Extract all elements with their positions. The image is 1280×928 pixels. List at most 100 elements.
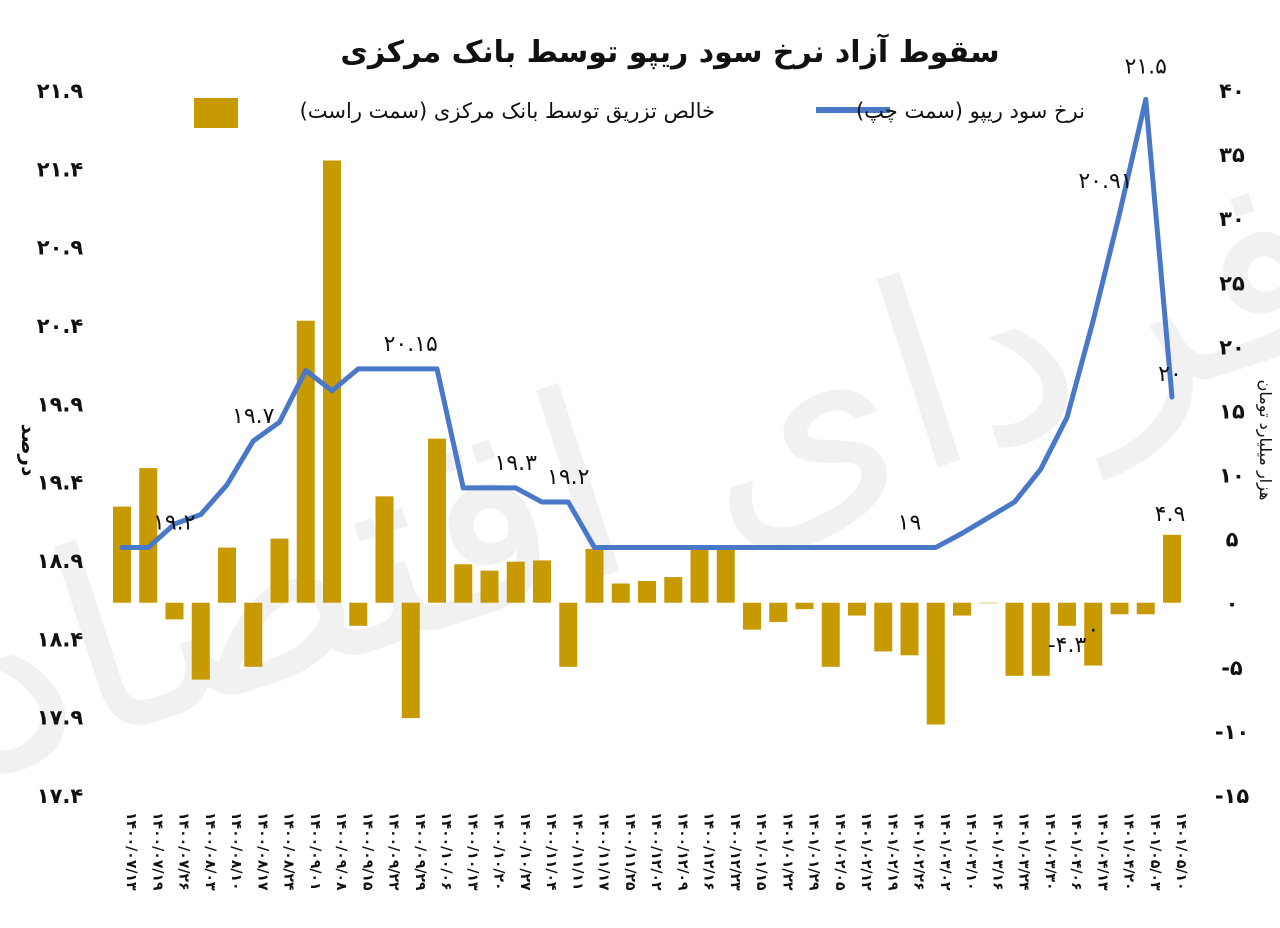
bar	[979, 602, 998, 604]
bar	[611, 583, 630, 603]
x-tick-label: ۱۴۰۰/۰۸/۱۰	[228, 812, 244, 891]
bar	[585, 548, 604, 603]
right-tick-label: -۵	[1221, 656, 1243, 680]
data-labels: ۱۹.۲ ۱۹.۷ ۲۰.۱۵ ۱۹.۳ ۱۹.۲ ۱۹ ۲۰.۹۱ ۲۱.۵ ۲۰ -۴.۳۰ ۴…	[153, 54, 1185, 657]
bar	[270, 538, 289, 603]
bar	[900, 602, 919, 656]
left-tick-label: ۱۹.۴	[37, 471, 84, 495]
x-tick-label: ۱۴۰۱/۰۲/۱۲	[858, 812, 874, 891]
left-tick-label: ۱۹.۹	[37, 392, 84, 416]
left-tick-label: ۱۷.۹	[37, 706, 84, 730]
x-tick-label: ۱۴۰۰/۰۸/۱۷	[254, 812, 270, 891]
data-label: ۱۹.۳	[495, 451, 538, 476]
legend: نرخ سود ریپو (سمت چپ) خالص تزریق توسط با…	[194, 98, 1085, 128]
left-tick-label: ۲۱.۴	[37, 157, 84, 181]
bar	[428, 438, 446, 603]
x-tick-label: ۱۴۰۰/۰۹/۱۵	[359, 812, 375, 891]
bar	[769, 602, 788, 622]
bar	[1163, 534, 1181, 603]
bar	[1084, 602, 1103, 666]
x-tick-label: ۱۴۰۰/۱۱/۱۷	[596, 812, 612, 891]
left-tick-label: ۱۸.۴	[37, 627, 84, 651]
x-tick-label: ۱۴۰۱/۰۳/۱۶	[989, 812, 1005, 891]
bar	[795, 602, 814, 610]
data-label: ۰	[1087, 618, 1099, 643]
bar	[349, 602, 368, 626]
x-tick-label: ۱۴۰۱/۰۵/۱۰	[1173, 812, 1189, 891]
bar	[454, 564, 473, 603]
bar	[533, 560, 551, 603]
x-tick-label: ۱۴۰۰/۰۸/۲۴	[281, 812, 297, 891]
x-tick-label: ۱۴۰۱/۰۴/۲۰	[1121, 812, 1137, 891]
bar-series	[113, 160, 1181, 725]
bar	[1005, 602, 1024, 676]
bar	[139, 468, 158, 603]
x-tick-label: ۱۴۰۰/۱۰/۲۷	[517, 812, 533, 891]
bar	[953, 602, 971, 616]
x-tick-label: ۱۴۰۰/۰۷/۱۹	[149, 812, 165, 891]
x-tick-label: ۱۴۰۰/۱۱/۲۵	[622, 812, 638, 891]
x-tick-label: ۱۴۰۰/۱۰/۲۰	[491, 812, 507, 891]
left-tick-label: ۲۱.۹	[37, 79, 84, 103]
right-tick-label: ۳۵	[1219, 143, 1245, 167]
bar	[480, 570, 499, 603]
bar	[716, 545, 735, 603]
data-label: ۲۰.۹۱	[1078, 169, 1132, 194]
x-tick-label: ۱۴۰۰/۱۲/۱۶	[701, 812, 717, 891]
legend-bar-label: خالص تزریق توسط بانک مرکزی (سمت راست)	[300, 99, 715, 123]
x-tick-label: ۱۴۰۰/۱۲/۲۳	[727, 812, 743, 891]
x-tick-label: ۱۴۰۱/۰۱/۲۹	[806, 812, 822, 891]
data-label: ۱۹	[898, 510, 922, 535]
data-label: ۲۰	[1158, 362, 1182, 387]
x-tick-label: ۱۴۰۱/۰۳/۱۰	[963, 812, 979, 891]
x-tick-label: ۱۴۰۰/۱۲/۰۲	[648, 812, 664, 891]
bar	[244, 602, 263, 667]
right-tick-label: -۱۰	[1215, 720, 1249, 744]
data-label: ۲۰.۱۵	[384, 332, 438, 357]
x-tick-label: ۱۴۰۱/۰۱/۱۵	[753, 812, 769, 891]
x-tick-label: ۱۴۰۰/۱۱/۰۴	[543, 812, 559, 891]
x-tick-label: ۱۴۰۱/۰۱/۲۲	[779, 812, 795, 891]
x-tick-label: ۱۴۰۰/۱۲/۰۹	[674, 812, 690, 891]
x-tick-label: ۱۴۰۰/۰۷/۲۶	[176, 812, 192, 891]
right-axis-ticks: ۴۰ ۳۵ ۳۰ ۲۵ ۲۰ ۱۵ ۱۰ ۵ ۰ -۵ -۱۰ -۱۵	[1215, 79, 1250, 808]
left-tick-label: ۱۸.۹	[37, 549, 84, 573]
data-label: ۱۹.۷	[232, 404, 275, 429]
x-tick-label: ۱۴۰۰/۰۹/۰۱	[307, 812, 323, 891]
bar	[559, 602, 578, 667]
bar	[401, 602, 420, 719]
left-axis-ticks: ۲۱.۹ ۲۱.۴ ۲۰.۹ ۲۰.۴ ۱۹.۹ ۱۹.۴ ۱۸.۹ ۱۸.۴ ۱۷.۹ ۱۷.۴	[37, 79, 84, 808]
bar	[1031, 602, 1050, 676]
x-tick-label: ۱۴۰۱/۰۴/۱۳	[1094, 812, 1110, 891]
chart-title: سقوط آزاد نرخ سود ریپو توسط بانک مرکزی	[340, 33, 999, 70]
right-axis-title: هزار میلیارد تومان	[1255, 380, 1275, 501]
left-tick-label: ۲۰.۴	[37, 314, 84, 338]
x-axis-ticks: ۱۴۰۰/۰۷/۱۳ ۱۴۰۰/۰۷/۱۹ ۱۴۰۰/۰۷/۲۶ ۱۴۰۰/۰۸/۰۳…	[123, 812, 1189, 891]
right-tick-label: ۲۰	[1219, 335, 1245, 359]
bar	[926, 602, 945, 725]
bar	[664, 577, 683, 603]
right-tick-label: ۰	[1226, 592, 1239, 616]
x-tick-label: ۱۴۰۱/۰۴/۰۶	[1068, 812, 1084, 891]
bar	[375, 496, 394, 603]
legend-line-label: نرخ سود ریپو (سمت چپ)	[856, 99, 1085, 123]
x-tick-label: ۱۴۰۱/۰۲/۰۵	[832, 812, 848, 891]
bar	[743, 602, 761, 630]
data-label: -۴.۳	[1048, 633, 1087, 658]
x-tick-label: ۱۴۰۰/۰۷/۱۳	[123, 812, 139, 891]
legend-bar-swatch	[194, 98, 238, 128]
x-tick-label: ۱۴۰۰/۱۰/۱۳	[464, 812, 480, 891]
x-tick-label: ۱۴۰۰/۰۹/۲۲	[386, 812, 402, 891]
right-tick-label: ۱۰	[1219, 464, 1245, 488]
bar	[690, 545, 709, 603]
bar	[821, 602, 840, 667]
data-label: ۱۹.۲	[153, 510, 195, 535]
right-tick-label: ۱۵	[1219, 399, 1245, 423]
left-tick-label: ۲۰.۹	[37, 236, 84, 260]
data-label: ۲۱.۵	[1125, 54, 1167, 79]
x-tick-label: ۱۴۰۱/۰۳/۲۴	[1016, 812, 1032, 891]
left-axis-title: درصد	[17, 424, 41, 477]
bar	[218, 547, 236, 603]
bar	[113, 506, 131, 603]
